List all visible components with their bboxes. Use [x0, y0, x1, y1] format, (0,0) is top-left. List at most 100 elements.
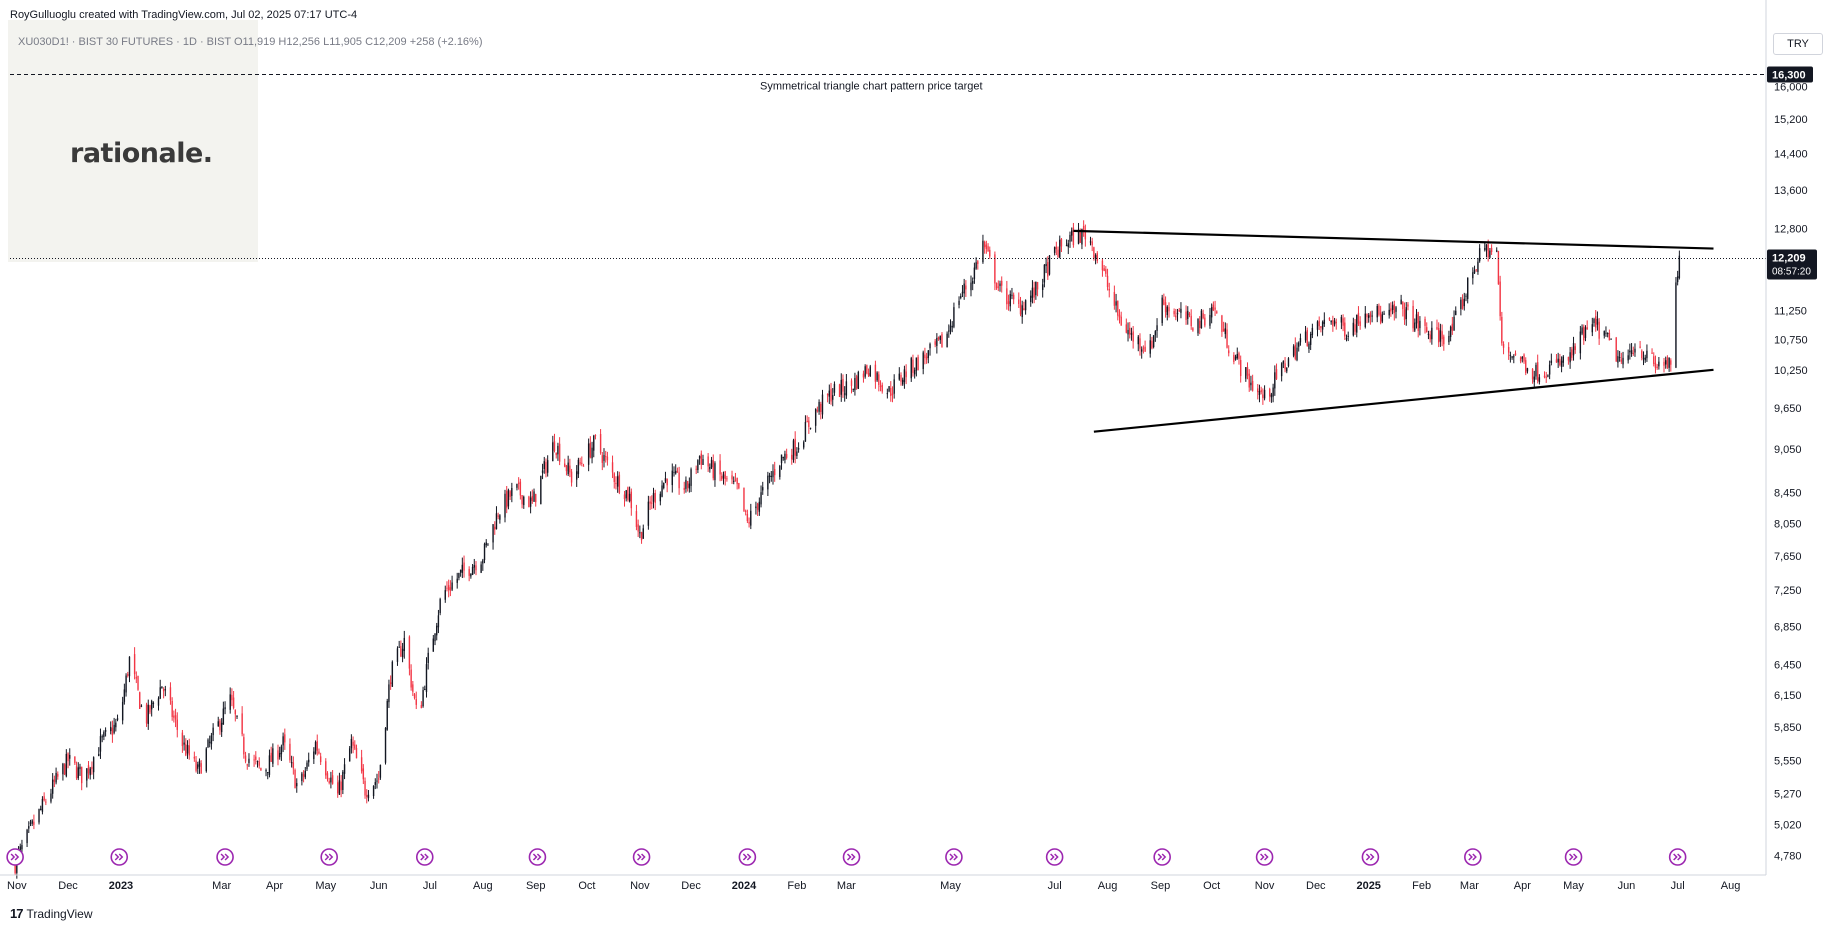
candle-body [843, 393, 846, 395]
event-marker-icon[interactable] [1464, 848, 1482, 866]
candle-body [280, 746, 283, 755]
currency-button[interactable]: TRY [1773, 33, 1823, 55]
candle-body [193, 756, 196, 759]
candle-body [171, 700, 173, 717]
candle-body [1675, 282, 1677, 368]
candle-body [948, 330, 950, 332]
candle-body [1651, 352, 1653, 354]
candle-body [606, 456, 609, 461]
candle-body [1021, 305, 1023, 318]
candle-body [1072, 227, 1075, 246]
x-tick-label: Apr [1514, 880, 1531, 892]
candle-body [995, 282, 998, 289]
event-marker-icon[interactable] [1361, 848, 1380, 866]
candle-body [197, 764, 199, 769]
candle-body [758, 501, 761, 512]
event-marker-icon[interactable] [415, 848, 434, 866]
candle-body [821, 394, 824, 415]
x-tick-label: Nov [1255, 880, 1275, 892]
candle-body [1357, 312, 1360, 324]
event-marker-icon[interactable] [738, 848, 757, 866]
candle-body [396, 648, 399, 662]
candle-body [1533, 376, 1535, 383]
candle-body [523, 496, 525, 506]
candle-body [1356, 314, 1358, 333]
candle-body [1443, 336, 1445, 345]
y-tick-label: 6,850 [1774, 621, 1802, 633]
event-marker-icon[interactable] [842, 848, 861, 866]
event-marker-icon[interactable] [945, 848, 963, 866]
event-marker-icon[interactable] [1564, 848, 1583, 866]
candle-body [529, 497, 532, 507]
candle-body [1140, 349, 1143, 352]
candle-body [869, 366, 871, 377]
event-marker-arrows [10, 853, 20, 861]
event-marker-icon[interactable] [216, 848, 234, 866]
footer-brand[interactable]: 17 TradingView [10, 906, 93, 921]
candle-body [857, 371, 860, 389]
candle-body [1393, 304, 1396, 313]
candle-body [589, 442, 592, 458]
event-marker-icon[interactable] [320, 848, 338, 866]
triangle-lower-trendline [1093, 368, 1714, 433]
symbol-ohlc-legend[interactable]: XU030D1! · BIST 30 FUTURES · 1D · BIST O… [18, 36, 483, 48]
candle-body [697, 460, 699, 471]
candle-body [350, 738, 353, 749]
x-tick-label: Jul [1671, 880, 1685, 892]
event-marker-icon[interactable] [110, 848, 129, 866]
candle-body [1308, 343, 1310, 350]
x-tick-label: Aug [1098, 880, 1118, 892]
candle-body [651, 502, 653, 504]
candle-body [1041, 284, 1044, 291]
candle-body [253, 759, 255, 761]
candle-body [1142, 347, 1145, 349]
candle-body [1023, 308, 1025, 311]
candle-body [412, 684, 414, 692]
candle-body [719, 460, 721, 475]
candle-body [866, 365, 868, 374]
event-marker-icon[interactable] [632, 848, 651, 866]
candle-body [1152, 335, 1155, 348]
candle-body [557, 445, 559, 455]
event-marker-arrows [1260, 853, 1269, 861]
candle-body [57, 773, 59, 777]
event-marker-icon[interactable] [1668, 848, 1687, 866]
candle-body [581, 462, 583, 464]
candle-body [864, 366, 866, 377]
candle-body [671, 470, 673, 486]
candle-body [570, 471, 573, 483]
candle-body [797, 448, 800, 450]
event-marker-icon[interactable] [528, 848, 547, 866]
candle-body [67, 753, 69, 762]
candle-body [1583, 326, 1585, 341]
event-marker-icon[interactable] [1255, 848, 1274, 866]
candle-body [282, 736, 284, 746]
candle-body [145, 704, 148, 724]
candle-body [207, 739, 209, 748]
candle-body [1001, 280, 1003, 286]
candle-body [125, 675, 127, 693]
candle-body [174, 715, 177, 720]
candle-body [1304, 331, 1307, 341]
candle-body [552, 442, 554, 462]
event-marker-arrows [1050, 853, 1059, 861]
candle-body [236, 715, 238, 717]
candle-body [721, 476, 723, 480]
candle-body [1340, 317, 1343, 323]
x-tick-label: Nov [7, 880, 27, 892]
candle-body [925, 356, 928, 360]
event-marker-icon[interactable] [6, 848, 24, 866]
chart-credit: RoyGulluoglu created with TradingView.co… [10, 9, 358, 21]
candle-body [379, 764, 382, 778]
candle-body [1414, 322, 1416, 331]
candle-body [748, 521, 750, 524]
candle-body [1045, 263, 1047, 267]
candle-body [290, 762, 293, 764]
event-marker-icon[interactable] [1153, 848, 1171, 866]
candle-body [340, 781, 342, 791]
candle-body [401, 648, 404, 658]
x-tick-label: Feb [1412, 880, 1431, 892]
event-marker-icon[interactable] [1045, 848, 1064, 866]
candle-body [1571, 349, 1573, 358]
